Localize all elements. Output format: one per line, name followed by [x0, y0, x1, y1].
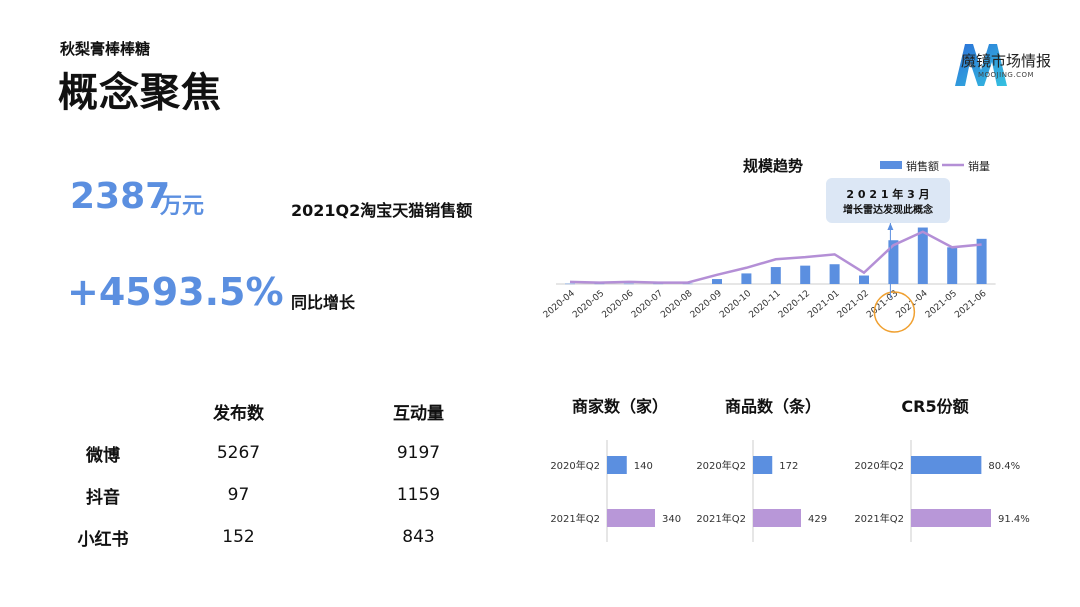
bar-category-label: 2020年Q2 [696, 459, 746, 472]
sales-bar [741, 273, 752, 284]
x-tick-label: 2020-06 [600, 288, 635, 320]
posts-value: 152 [222, 527, 255, 547]
interactions-value: 9197 [396, 443, 441, 463]
x-tick-label: 2020-11 [747, 289, 782, 321]
cr5-share-chart: CR5份额 2020年Q2 80.4% 2021年Q2 91.4% [854, 397, 1030, 542]
table-row: 微博 5267 9197 [55, 432, 511, 474]
sales-label: 2021Q2淘宝天猫销售额 [291, 201, 473, 220]
bar-value-label: 91.4% [998, 514, 1030, 525]
sales-unit: 万元 [160, 194, 205, 219]
sales-bar [594, 283, 605, 285]
x-tick-label: 2020-05 [571, 289, 606, 321]
page-title: 概念聚焦 [58, 70, 222, 116]
annotation-line2: 增长雷达发现此概念 [843, 203, 933, 216]
merchant-count-chart: 商家数（家） 2020年Q2 140 2021年Q2 340 [550, 397, 681, 542]
growth-label: 同比增长 [291, 293, 356, 312]
highlight-circle [873, 291, 916, 333]
trend-chart: 规模趋势 销售额 销量2020-042020-052020-062020-07202… [542, 157, 996, 333]
bar [607, 456, 627, 474]
x-tick-label: 2021-01 [806, 289, 841, 321]
x-tick-label: 2020-12 [777, 289, 812, 321]
sales-bar [829, 264, 840, 284]
table-row: 小红书 152 843 [55, 516, 511, 558]
platform-name: 微博 [86, 445, 120, 466]
bar [753, 456, 773, 474]
logo-text: 魔镜市场情报 [961, 52, 1052, 70]
annotation-line1: 2 0 2 1 年 3 月 [846, 187, 929, 201]
sales-bar [565, 283, 575, 285]
trend-chart-title: 规模趋势 [743, 157, 803, 175]
bar-chart-title: 商品数（条） [725, 397, 821, 416]
annotation-arrowhead [887, 223, 894, 230]
x-tick-label: 2020-10 [718, 288, 753, 320]
moojing-logo-icon [955, 44, 1007, 86]
growth-value: +4593.5% [67, 270, 284, 314]
bar [607, 509, 655, 527]
bar-value-label: 340 [662, 514, 681, 525]
bar-value-label: 172 [779, 461, 798, 472]
x-tick-label: 2020-07 [630, 289, 665, 321]
bar [911, 456, 982, 474]
sales-bar [888, 240, 899, 284]
sales-bar [917, 227, 928, 284]
sales-bar [653, 283, 664, 285]
table-row: 抖音 97 1159 [55, 474, 511, 516]
legend-label-volume: 销量 [968, 159, 990, 173]
sales-bar [712, 279, 722, 284]
bar-value-label: 80.4% [988, 461, 1020, 472]
x-tick-label: 2020-08 [659, 288, 694, 320]
social-header-blank [55, 390, 151, 432]
sales-bar [976, 238, 987, 284]
x-tick-label: 2021-06 [953, 288, 988, 320]
sales-bar [623, 283, 634, 285]
legend-swatch-sales [880, 161, 902, 169]
bar-chart-title: CR5份额 [901, 397, 968, 416]
bar-category-label: 2021年Q2 [696, 512, 746, 525]
social-header-posts: 发布数 [213, 403, 264, 424]
volume-line [569, 230, 982, 284]
posts-value: 97 [227, 485, 250, 505]
social-table-header: 发布数 互动量 [55, 390, 511, 432]
bar-category-label: 2021年Q2 [550, 512, 600, 525]
x-tick-label: 2020-04 [542, 288, 577, 320]
platform-name: 小红书 [77, 529, 129, 550]
x-tick-label: 2021-05 [924, 289, 959, 321]
bar-category-label: 2021年Q2 [854, 512, 904, 525]
x-tick-label: 2021-03 [865, 289, 900, 321]
logo-subtext: MOOJING.COM [978, 71, 1035, 79]
platform-name: 抖音 [86, 487, 120, 508]
posts-value: 5267 [216, 443, 261, 463]
bar-value-label: 429 [808, 514, 827, 525]
x-tick-label: 2021-02 [836, 289, 871, 321]
bar-category-label: 2020年Q2 [550, 459, 600, 472]
sales-value: 2387 [70, 176, 171, 217]
product-count-chart: 商品数（条） 2020年Q2 172 2021年Q2 429 [696, 397, 827, 542]
x-tick-label: 2020-09 [689, 288, 724, 320]
sales-bar [947, 247, 958, 284]
bar [911, 509, 991, 527]
interactions-value: 1159 [396, 485, 441, 505]
legend-label-sales: 销售额 [906, 159, 939, 173]
sales-bar [770, 267, 781, 284]
bar-category-label: 2020年Q2 [854, 459, 904, 472]
annotation-box [826, 178, 950, 223]
page-subtitle: 秋梨膏棒棒糖 [60, 40, 151, 58]
sales-bar [682, 283, 693, 285]
bar [753, 509, 801, 527]
bar-chart-title: 商家数（家） [572, 397, 668, 416]
sales-bar [800, 265, 811, 284]
bar-value-label: 140 [634, 461, 653, 472]
interactions-value: 843 [402, 527, 435, 547]
social-table: 发布数 互动量 微博 5267 9197 抖音 97 1159 小红书 152 … [55, 390, 511, 558]
social-header-interactions: 互动量 [393, 403, 444, 424]
sales-bar [859, 275, 869, 284]
